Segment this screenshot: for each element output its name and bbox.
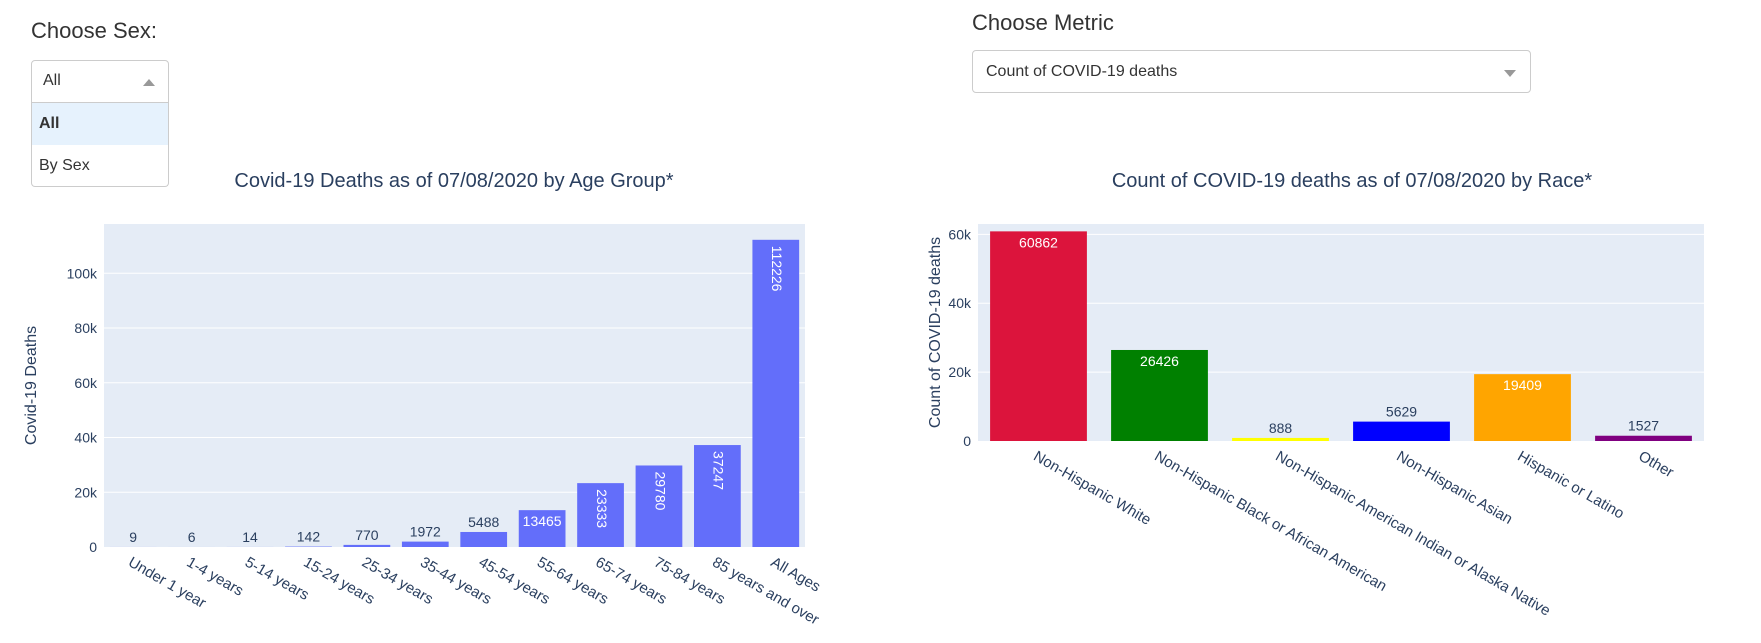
data-label: 29780 bbox=[652, 471, 668, 510]
plot-area bbox=[104, 224, 805, 547]
data-label: 5629 bbox=[1386, 404, 1417, 420]
y-tick-label: 20k bbox=[74, 484, 98, 500]
y-tick-label: 40k bbox=[948, 295, 972, 311]
sex-option-all[interactable]: All bbox=[32, 103, 168, 145]
y-tick-label: 60k bbox=[948, 226, 972, 242]
y-tick-label: 20k bbox=[948, 364, 972, 380]
bar bbox=[1111, 349, 1208, 441]
data-label: 1972 bbox=[410, 524, 441, 540]
x-tick-label: Non-Hispanic Asian bbox=[1394, 448, 1516, 528]
bar bbox=[1353, 421, 1450, 441]
choose-sex-label: Choose Sex: bbox=[31, 18, 157, 43]
chevron-up-icon[interactable] bbox=[143, 79, 155, 86]
data-label: 9 bbox=[129, 529, 137, 545]
choose-metric-label: Choose Metric bbox=[972, 10, 1114, 35]
x-tick-label: 5-14 years bbox=[242, 554, 312, 604]
data-label: 14 bbox=[242, 529, 258, 545]
x-tick-label: Hispanic or Latino bbox=[1515, 448, 1627, 523]
data-label: 112226 bbox=[769, 246, 785, 292]
data-label: 770 bbox=[355, 527, 379, 543]
y-tick-label: 100k bbox=[67, 265, 98, 281]
x-tick-label: Non-Hispanic White bbox=[1031, 448, 1154, 529]
chevron-down-icon[interactable] bbox=[1504, 70, 1516, 77]
bar bbox=[990, 231, 1087, 441]
sex-dropdown[interactable]: All bbox=[31, 60, 169, 103]
y-tick-label: 0 bbox=[89, 539, 97, 555]
y-tick-label: 40k bbox=[74, 430, 98, 446]
x-tick-label: 85 years and over bbox=[709, 554, 821, 629]
x-tick-label: Other bbox=[1636, 448, 1677, 481]
age-group-bar-chart: 0 20k 40k 60k 80k 100k Covid-19 Deaths as of 0… bbox=[23, 170, 823, 629]
data-label: 1527 bbox=[1628, 418, 1659, 434]
bar bbox=[752, 239, 800, 547]
data-label: 23333 bbox=[594, 489, 610, 528]
bar bbox=[577, 483, 624, 547]
data-label: 5488 bbox=[468, 514, 499, 530]
sex-dropdown-menu: All By Sex bbox=[31, 103, 169, 187]
y-axis-label: Covid-19 Deaths bbox=[23, 326, 40, 445]
bar bbox=[518, 510, 566, 547]
data-label: 142 bbox=[297, 529, 321, 545]
bar bbox=[635, 465, 683, 547]
data-label: 19409 bbox=[1503, 377, 1542, 393]
data-label: 888 bbox=[1269, 420, 1293, 436]
x-tick-label: Non-Hispanic Black or African American bbox=[1152, 448, 1390, 595]
bar bbox=[343, 544, 391, 547]
bar bbox=[460, 531, 508, 547]
chart-title: Covid-19 Deaths as of 07/08/2020 by Age … bbox=[234, 170, 673, 192]
y-tick-label: 0 bbox=[963, 433, 971, 449]
data-label: 60862 bbox=[1019, 234, 1058, 250]
data-label: 6 bbox=[188, 529, 196, 545]
sex-option-by-sex[interactable]: By Sex bbox=[39, 157, 90, 174]
bar bbox=[694, 445, 741, 547]
bar bbox=[401, 541, 449, 547]
chart-title: Count of COVID-19 deaths as of 07/08/202… bbox=[1112, 170, 1593, 192]
bar bbox=[1474, 374, 1571, 441]
metric-dropdown-value: Count of COVID-19 deaths bbox=[986, 63, 1178, 80]
sex-dropdown-value: All bbox=[43, 72, 61, 89]
y-axis-label: Count of COVID-19 deaths bbox=[927, 237, 944, 428]
plot-area bbox=[978, 224, 1704, 441]
metric-dropdown[interactable]: Count of COVID-19 deaths bbox=[972, 50, 1531, 93]
data-label: 13465 bbox=[523, 513, 562, 529]
bar bbox=[1595, 435, 1692, 441]
data-label: 37247 bbox=[711, 451, 727, 490]
y-tick-label: 60k bbox=[74, 375, 98, 391]
data-label: 26426 bbox=[1140, 353, 1179, 369]
y-tick-label: 80k bbox=[74, 320, 98, 336]
bar bbox=[1232, 437, 1329, 441]
race-bar-chart: 0 20k 40k 60k Count of COVID-19 deaths as of… bbox=[927, 170, 1704, 620]
